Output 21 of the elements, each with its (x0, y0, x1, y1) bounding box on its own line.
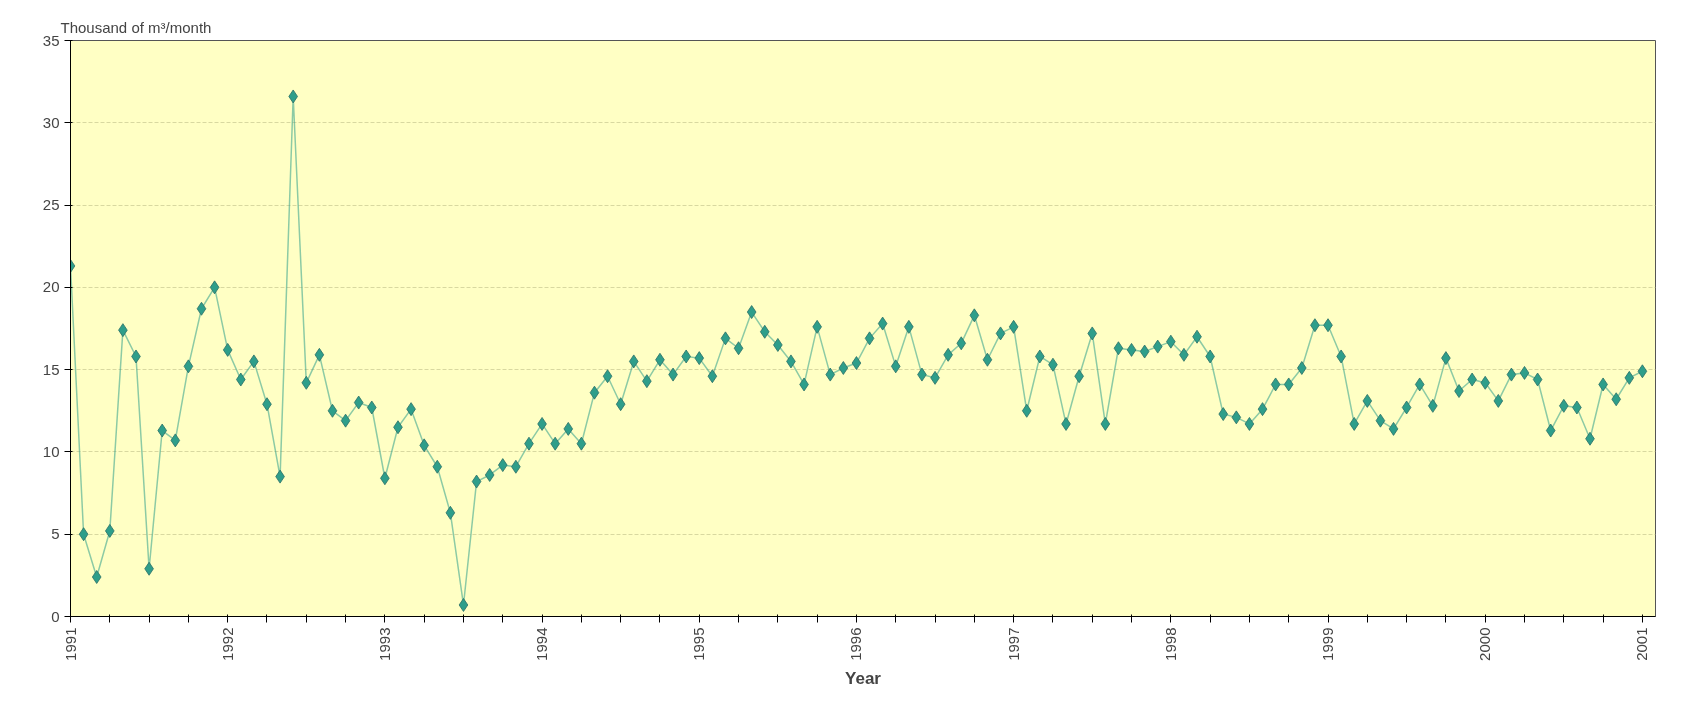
x-tick-label: 2000 (1476, 627, 1494, 661)
x-tick-label: 1991 (61, 627, 79, 661)
y-tick-label: 25 (42, 196, 60, 214)
x-tick-label: 1999 (1319, 627, 1337, 661)
x-tick-label: 1997 (1004, 627, 1022, 661)
y-axis-title: Thousand of m³/month (60, 18, 212, 36)
y-tick-label: 20 (42, 278, 60, 296)
x-tick-label: 1998 (1161, 627, 1179, 661)
x-tick-label: 1992 (218, 627, 236, 661)
x-tick-label: 1995 (690, 627, 708, 661)
x-tick-label: 2001 (1633, 627, 1651, 661)
y-tick-label: 0 (51, 607, 60, 625)
y-tick-label: 30 (42, 113, 60, 131)
y-tick-label: 15 (42, 360, 60, 378)
y-tick-label: 5 (51, 525, 60, 543)
y-tick-label: 10 (42, 442, 60, 460)
y-tick-label: 35 (42, 31, 60, 49)
x-axis-title: Year (845, 668, 882, 688)
x-tick-label: 1996 (847, 627, 865, 661)
x-tick-label: 1994 (533, 627, 551, 661)
x-tick-label: 1993 (375, 627, 393, 661)
